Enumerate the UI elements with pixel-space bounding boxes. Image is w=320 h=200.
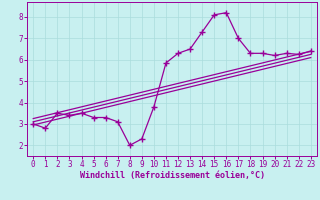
X-axis label: Windchill (Refroidissement éolien,°C): Windchill (Refroidissement éolien,°C) [79,171,265,180]
